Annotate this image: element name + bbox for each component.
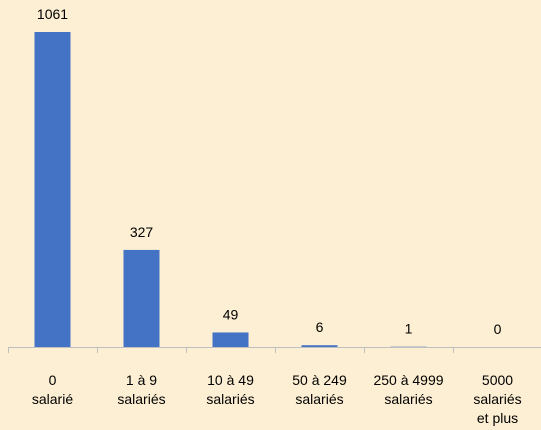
data-label: 1061 bbox=[37, 6, 68, 22]
data-label: 6 bbox=[316, 319, 324, 335]
bar bbox=[212, 332, 249, 347]
data-label: 1 bbox=[405, 321, 413, 337]
x-tick-label: 10 à 49 salariés bbox=[206, 372, 255, 407]
bar bbox=[123, 249, 160, 347]
x-tick-label: 5000 salariés et plus bbox=[473, 372, 522, 426]
bar bbox=[301, 345, 338, 347]
x-tick-label: 1 à 9 salariés bbox=[117, 372, 166, 407]
data-label: 0 bbox=[494, 321, 502, 337]
bar bbox=[34, 32, 71, 347]
data-label: 49 bbox=[223, 306, 239, 322]
x-tick-label: 0 salarié bbox=[31, 372, 74, 407]
x-tick-label: 50 à 249 salariés bbox=[292, 372, 347, 407]
data-label: 327 bbox=[130, 224, 154, 240]
x-tick-label: 250 à 4999 salariés bbox=[373, 372, 444, 407]
